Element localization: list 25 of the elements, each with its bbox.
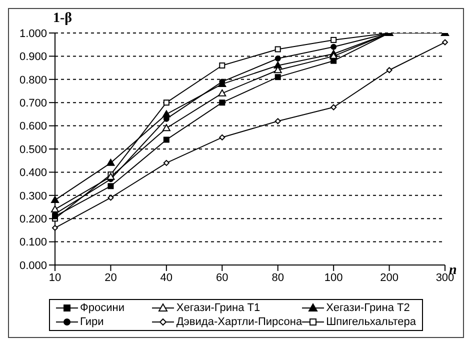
y-tick-label: 0.500 [19,144,47,156]
legend-label: Фросини [80,302,124,314]
y-tick-label: 0.700 [19,98,47,110]
x-tick-label: 60 [216,272,228,284]
legend-label: Гири [80,316,104,328]
y-tick-label: 0.000 [19,260,47,272]
x-tick-label: 20 [104,272,117,284]
legend-label: Хегази-Грина T2 [326,302,410,314]
y-tick-label: 1.000 [19,28,47,40]
x-tick-label: 200 [380,272,398,284]
x-tick-label: 100 [324,272,343,284]
legend-label: Хегази-Грина T1 [176,302,260,314]
y-tick-label: 0.300 [19,190,47,202]
y-axis-title: 1-β [53,11,72,27]
x-tick-label: 80 [272,272,284,284]
y-tick-label: 0.900 [19,51,47,64]
y-tick-label: 0.200 [19,214,47,226]
y-tick-label: 0.800 [19,74,47,86]
legend-label: Шпигельхальтера [326,316,416,328]
y-tick-label: 0.600 [19,120,47,133]
y-tick-label: 0.400 [19,167,47,180]
x-tick-label: 40 [160,272,173,284]
x-tick-label: 10 [48,272,62,284]
legend-label: Дэвида-Хартли-Пирсона [176,316,302,328]
y-tick-label: 0.100 [19,236,47,249]
